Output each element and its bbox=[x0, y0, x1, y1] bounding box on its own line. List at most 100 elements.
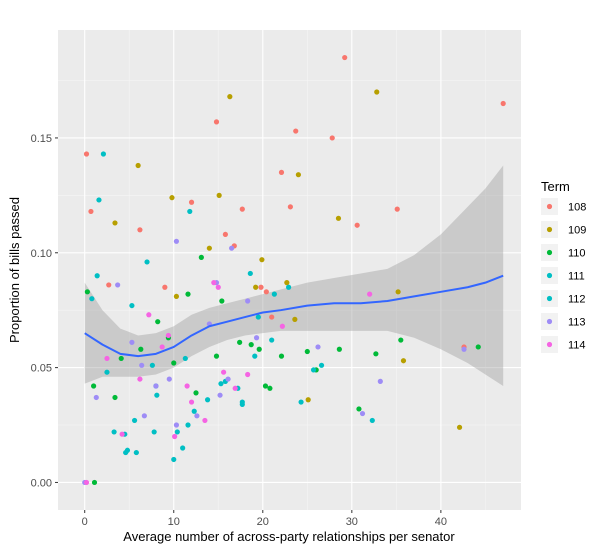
data-point-110 bbox=[336, 346, 342, 352]
data-point-113 bbox=[129, 339, 135, 345]
data-point-112 bbox=[269, 337, 275, 343]
y-tick-label: 0.05 bbox=[31, 363, 52, 375]
data-point-113 bbox=[225, 376, 231, 382]
data-point-112 bbox=[255, 314, 261, 320]
data-point-109 bbox=[206, 245, 212, 251]
data-point-108 bbox=[239, 206, 245, 212]
data-point-109 bbox=[169, 195, 175, 201]
data-point-109 bbox=[227, 94, 233, 100]
data-point-114 bbox=[221, 369, 227, 375]
data-point-109 bbox=[456, 424, 463, 430]
data-point-114 bbox=[215, 284, 221, 290]
data-point-113 bbox=[359, 410, 366, 417]
data-point-114 bbox=[119, 431, 125, 437]
legend-key-dot bbox=[546, 272, 553, 279]
data-point-112 bbox=[154, 392, 160, 398]
data-point-108 bbox=[137, 227, 143, 233]
data-point-114 bbox=[184, 383, 190, 389]
data-point-113 bbox=[217, 392, 223, 398]
data-point-111 bbox=[310, 367, 317, 373]
data-point-108 bbox=[342, 54, 348, 61]
data-points bbox=[82, 54, 506, 486]
data-point-113 bbox=[229, 245, 235, 251]
data-point-112 bbox=[182, 355, 188, 362]
data-point-109 bbox=[305, 397, 311, 403]
data-point-114 bbox=[367, 291, 373, 297]
data-point-109 bbox=[216, 192, 222, 198]
data-point-110 bbox=[118, 355, 124, 362]
data-point-110 bbox=[112, 394, 118, 401]
data-point-108 bbox=[83, 151, 90, 157]
data-point-111 bbox=[131, 417, 138, 424]
data-point-111 bbox=[191, 408, 197, 414]
data-point-112 bbox=[239, 399, 245, 405]
data-point-108 bbox=[329, 135, 335, 141]
data-point-108 bbox=[287, 204, 293, 210]
data-point-114 bbox=[159, 344, 165, 350]
data-point-113 bbox=[173, 422, 180, 428]
legend-key-dot bbox=[546, 318, 553, 325]
legend-key-dot bbox=[546, 203, 553, 210]
data-point-113 bbox=[141, 413, 147, 419]
data-point-109 bbox=[253, 284, 259, 290]
data-point-114 bbox=[83, 479, 90, 486]
data-point-113 bbox=[139, 362, 145, 368]
data-point-113 bbox=[253, 335, 260, 341]
data-point-108 bbox=[222, 231, 228, 238]
data-point-112 bbox=[96, 197, 102, 203]
data-point-112 bbox=[104, 369, 110, 375]
y-tick-label: 0.00 bbox=[31, 477, 52, 489]
legend-label: 114 bbox=[568, 340, 586, 352]
data-point-111 bbox=[94, 273, 100, 279]
data-point-109 bbox=[284, 280, 290, 286]
data-point-109 bbox=[173, 293, 180, 300]
data-point-112 bbox=[123, 449, 129, 456]
data-point-113 bbox=[315, 344, 321, 350]
legend-label: 112 bbox=[568, 294, 586, 306]
minor-gridlines bbox=[58, 30, 521, 510]
legend-label: 109 bbox=[568, 225, 586, 237]
data-point-110 bbox=[185, 291, 191, 297]
data-point-109 bbox=[335, 215, 342, 221]
legend-label: 108 bbox=[568, 202, 586, 214]
x-tick-label: 0 bbox=[82, 516, 88, 528]
data-point-112 bbox=[171, 456, 177, 463]
data-point-112 bbox=[100, 151, 107, 157]
data-point-114 bbox=[232, 385, 238, 391]
x-tick-label: 30 bbox=[346, 516, 358, 528]
data-point-110 bbox=[475, 344, 481, 350]
legend: Term 108 109 110 111 112 113 114 bbox=[541, 179, 586, 353]
data-point-111 bbox=[149, 362, 155, 368]
data-point-112 bbox=[318, 362, 325, 368]
legend-title: Term bbox=[541, 179, 570, 194]
data-point-111 bbox=[252, 353, 258, 359]
data-point-109 bbox=[135, 162, 141, 169]
smooth-line bbox=[84, 274, 504, 358]
data-point-113 bbox=[194, 413, 200, 419]
data-point-111 bbox=[218, 381, 224, 387]
data-point-110 bbox=[278, 353, 285, 359]
data-point-113 bbox=[377, 378, 383, 384]
x-axis-title: Average number of across-party relations… bbox=[123, 529, 455, 544]
data-point-111 bbox=[133, 449, 139, 456]
data-point-110 bbox=[193, 390, 199, 396]
data-point-108 bbox=[500, 100, 506, 107]
legend-label: 111 bbox=[568, 271, 585, 283]
data-point-110 bbox=[262, 383, 269, 389]
data-point-113 bbox=[166, 376, 172, 382]
data-point-108 bbox=[88, 208, 94, 215]
data-point-110 bbox=[219, 298, 225, 304]
data-point-108 bbox=[269, 314, 275, 320]
data-point-110 bbox=[248, 342, 254, 348]
data-point-110 bbox=[84, 289, 90, 295]
data-point-112 bbox=[89, 296, 95, 302]
data-point-110 bbox=[213, 353, 220, 359]
data-point-114 bbox=[137, 376, 143, 382]
data-point-109 bbox=[400, 358, 407, 364]
data-point-114 bbox=[279, 323, 285, 329]
data-point-112 bbox=[369, 417, 375, 424]
data-point-113 bbox=[115, 282, 121, 288]
y-axis-ticks: 0.00 0.05 0.10 0.15 bbox=[31, 133, 58, 489]
data-point-110 bbox=[237, 339, 243, 345]
data-point-108 bbox=[263, 289, 269, 295]
